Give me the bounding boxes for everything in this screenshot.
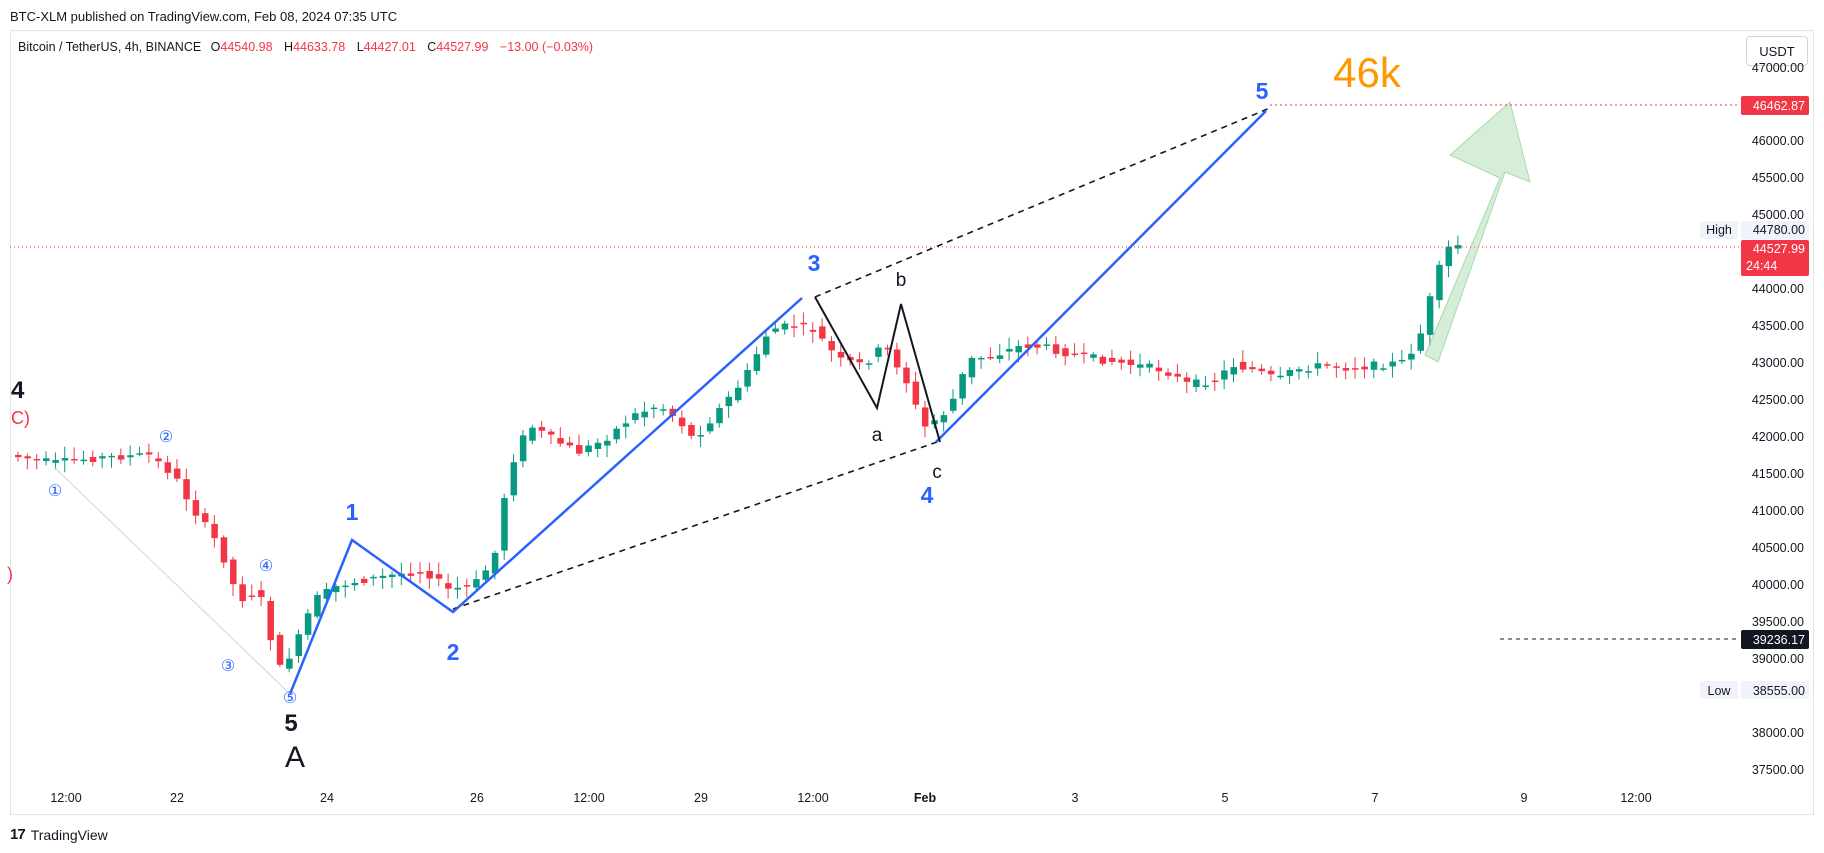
symbol-legend: Bitcoin / TetherUS, 4h, BINANCE O44540.9… — [18, 40, 601, 54]
footer-brand: TradingView — [30, 826, 108, 843]
published-text: BTC-XLM published on TradingView.com, Fe… — [10, 9, 398, 24]
tradingview-logo-icon: 17 — [10, 826, 26, 843]
open-label: O — [210, 40, 221, 54]
high-value: 44633.78 — [293, 40, 346, 54]
high-label: H — [284, 40, 294, 54]
open-value: 44540.98 — [220, 40, 273, 54]
low-value: 44427.01 — [363, 40, 416, 54]
close-label: C — [427, 40, 437, 54]
published-bar: BTC-XLM published on TradingView.com, Fe… — [0, 0, 1824, 30]
symbol-title[interactable]: Bitcoin / TetherUS, 4h, BINANCE — [18, 40, 202, 54]
change-value: −13.00 (−0.03%) — [499, 40, 594, 54]
low-label: L — [356, 40, 364, 54]
chart-pane[interactable] — [10, 30, 1814, 815]
close-value: 44527.99 — [436, 40, 489, 54]
tradingview-footer[interactable]: 17 TradingView — [10, 826, 108, 843]
currency-button[interactable]: USDT — [1746, 36, 1808, 66]
